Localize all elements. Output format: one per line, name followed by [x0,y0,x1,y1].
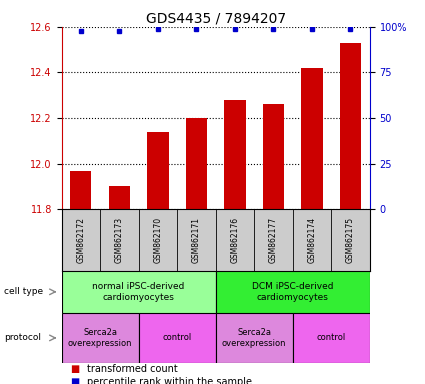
Bar [293,313,370,363]
Bar [147,132,168,209]
Bar [224,100,246,209]
Text: ■: ■ [70,377,79,384]
Text: cell type: cell type [4,287,43,296]
Text: GSM862171: GSM862171 [192,217,201,263]
Bar [301,68,323,209]
Text: GSM862175: GSM862175 [346,217,355,263]
Bar [139,313,215,363]
Text: GSM862173: GSM862173 [115,217,124,263]
Bar [215,313,293,363]
Bar [62,313,139,363]
Text: GSM862177: GSM862177 [269,217,278,263]
Bar [109,187,130,209]
Title: GDS4435 / 7894207: GDS4435 / 7894207 [146,12,286,26]
Text: control: control [162,333,192,343]
Text: GSM862172: GSM862172 [76,217,85,263]
Text: GSM862176: GSM862176 [230,217,239,263]
Bar [340,43,361,209]
Text: DCM iPSC-derived
cardiomyocytes: DCM iPSC-derived cardiomyocytes [252,282,334,301]
Text: Serca2a
overexpression: Serca2a overexpression [222,328,286,348]
Text: control: control [317,333,346,343]
Bar [263,104,284,209]
Text: GSM862174: GSM862174 [307,217,317,263]
Bar [186,118,207,209]
Text: transformed count: transformed count [87,364,178,374]
Text: protocol: protocol [4,333,41,343]
Bar [70,170,91,209]
Text: ■: ■ [70,364,79,374]
Bar [215,271,370,313]
Text: GSM862170: GSM862170 [153,217,162,263]
Text: percentile rank within the sample: percentile rank within the sample [87,377,252,384]
Text: normal iPSC-derived
cardiomyocytes: normal iPSC-derived cardiomyocytes [93,282,185,301]
Text: Serca2a
overexpression: Serca2a overexpression [68,328,133,348]
Bar [62,271,215,313]
